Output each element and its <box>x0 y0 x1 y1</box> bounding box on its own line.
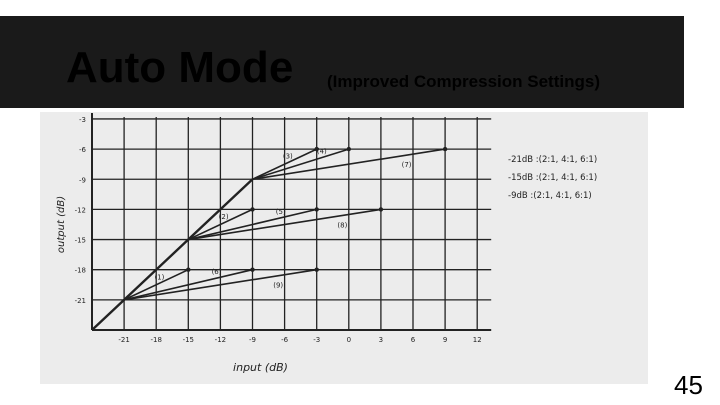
x-tick-label: 3 <box>379 336 383 344</box>
x-axis-label: input (dB) <box>233 361 288 374</box>
x-tick-label: -6 <box>281 336 289 344</box>
x-tick-label: -18 <box>150 336 161 344</box>
x-tick-label: 6 <box>411 336 416 344</box>
series-label: (3) <box>283 153 293 161</box>
series-line-4 <box>252 148 350 181</box>
slide-subtitle: (Improved Compression Settings) <box>327 72 600 91</box>
series-label: (2) <box>219 213 229 221</box>
series-line-2 <box>187 208 253 241</box>
series-line-5 <box>188 208 317 241</box>
y-tick-label: -18 <box>75 267 86 275</box>
slide-title: Auto Mode <box>66 43 294 92</box>
series-endpoint-2 <box>250 207 255 212</box>
title-bar <box>0 16 684 108</box>
series-label: (1) <box>154 273 164 281</box>
x-tick-label: 12 <box>473 336 482 344</box>
series-line-6 <box>123 268 253 301</box>
x-tick-label: 0 <box>347 336 351 344</box>
series-label: (8) <box>337 221 347 229</box>
ratio-annotation: -21dB :(2:1, 4:1, 6:1) <box>508 155 597 165</box>
unity-gain-line <box>91 178 254 331</box>
series-endpoint-7 <box>442 146 448 152</box>
series-line-9 <box>123 268 317 301</box>
y-axis-label: output (dB) <box>56 196 67 253</box>
y-tick-label: -21 <box>75 297 86 305</box>
x-tick-label: -9 <box>249 336 256 344</box>
ratio-annotation: -9dB :(2:1, 4:1, 6:1) <box>508 191 592 201</box>
y-tick-label: -12 <box>75 206 86 214</box>
series-endpoint-8 <box>378 207 384 212</box>
y-tick-label: -9 <box>79 176 86 184</box>
y-tick-label: -3 <box>79 116 86 124</box>
series-endpoint-1 <box>186 267 191 272</box>
series-line-1 <box>123 268 189 301</box>
series-endpoint-6 <box>250 267 255 272</box>
x-tick-label: -12 <box>215 336 226 344</box>
page-number: 45 <box>674 370 703 400</box>
x-tick-label: -21 <box>118 336 129 344</box>
compression-chart: -21 -18 -15 -12 -9 -6 -3 0 3 6 9 12 -3 -6 -9 -12 -15 -18 -… <box>56 112 597 374</box>
y-tick-label: -15 <box>75 237 86 245</box>
x-tick-label: -15 <box>183 336 194 344</box>
series-endpoint-4 <box>346 146 351 152</box>
series-line-3 <box>252 148 318 180</box>
x-tick-label: -3 <box>313 336 320 344</box>
series-label: (7) <box>402 161 412 169</box>
series-endpoint-5 <box>314 207 319 212</box>
series-line-7 <box>252 148 446 181</box>
series-label: (5) <box>276 208 286 216</box>
chart-photo: -21 -18 -15 -12 -9 -6 -3 0 3 6 9 12 -3 -6 -9 -12 -15 -18 -… <box>40 112 648 384</box>
series-label: (9) <box>273 282 283 290</box>
series-endpoint-9 <box>314 267 319 272</box>
series-label: (6) <box>212 268 222 276</box>
ratio-annotation: -15dB :(2:1, 4:1, 6:1) <box>508 173 597 183</box>
series-line-8 <box>188 208 382 241</box>
x-tick-label: 9 <box>443 336 447 344</box>
series-endpoint-3 <box>314 146 319 152</box>
y-tick-label: -6 <box>79 146 87 154</box>
series-label: (4) <box>317 148 327 156</box>
